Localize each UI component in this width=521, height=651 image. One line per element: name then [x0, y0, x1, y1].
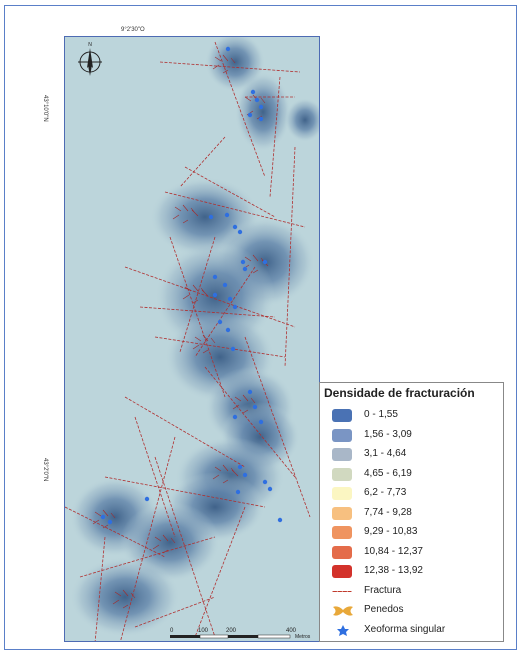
north-label: N [88, 42, 92, 48]
scale-unit: Metros [295, 634, 311, 640]
legend-item: Penedos [328, 602, 500, 620]
legend-item: 10,84 - 12,37 [328, 544, 500, 562]
top-longitude-label: 9°2'30"O [121, 27, 145, 33]
legend-item: 12,38 - 13,92 [328, 563, 500, 581]
legend-item: 9,29 - 10,83 [328, 524, 500, 542]
scale-tick-200: 200 [226, 628, 237, 634]
legend-swatch [332, 545, 352, 559]
legend-swatch [332, 409, 352, 422]
legend-item: 1,56 - 3,09 [328, 427, 500, 445]
legend-label: 3,1 - 4,64 [364, 448, 407, 459]
legend-item: 3,1 - 4,64 [328, 446, 500, 464]
legend-swatch [332, 506, 352, 520]
legend-label: 9,29 - 10,83 [364, 526, 418, 537]
legend-label: Xeoforma singular [364, 623, 446, 635]
xeoforma-star-icon [332, 624, 352, 637]
fractures-layer [65, 41, 311, 641]
legend-label: 10,84 - 12,37 [364, 545, 423, 557]
legend-label: 12,38 - 13,92 [364, 565, 423, 576]
legend-swatch [332, 467, 352, 481]
scale-tick-400: 400 [286, 628, 297, 634]
legend-label: 6,2 - 7,73 [364, 487, 407, 498]
legend-swatch [332, 487, 352, 500]
penedos-icon [332, 604, 353, 617]
legend-panel: Densidade de fracturación 0 - 1,55 1,56 -… [319, 382, 504, 642]
legend-label: Fractura [364, 584, 402, 596]
legend-label: Penedos [364, 604, 404, 615]
legend-label: 1,56 - 3,09 [364, 428, 412, 440]
legend-swatch [332, 565, 352, 578]
legend-item: Fractura [328, 583, 500, 601]
legend-swatch [332, 428, 352, 442]
legend-swatch [332, 526, 352, 539]
legend-swatch [332, 448, 352, 461]
map-area[interactable]: N [64, 36, 320, 642]
north-arrow-icon: N [78, 42, 102, 76]
latitude-label-bottom: 43°2'0"N [42, 458, 48, 482]
latitude-label-top: 43°10'0"N [42, 95, 48, 122]
scale-tick-0: 0 [170, 628, 174, 634]
legend-item: 0 - 1,55 [328, 407, 500, 425]
legend-label: 4,65 - 6,19 [364, 467, 412, 479]
legend-item: 7,74 - 9,28 [328, 505, 500, 523]
legend-title: Densidade de fracturación [324, 386, 475, 400]
legend-item: 6,2 - 7,73 [328, 485, 500, 503]
legend-item: Xeoforma singular [328, 622, 500, 640]
scale-tick-100: 100 [198, 628, 209, 634]
fracture-clusters [92, 54, 269, 609]
legend-item: 4,65 - 6,19 [328, 466, 500, 484]
scale-bar: 0 100 200 400 Metros [170, 626, 320, 651]
legend-label: 0 - 1,55 [364, 409, 398, 420]
xeoforma-points [100, 46, 283, 525]
legend-label: 7,74 - 9,28 [364, 506, 412, 518]
map-canvas: N [65, 37, 319, 641]
fracture-line-icon [332, 590, 352, 592]
